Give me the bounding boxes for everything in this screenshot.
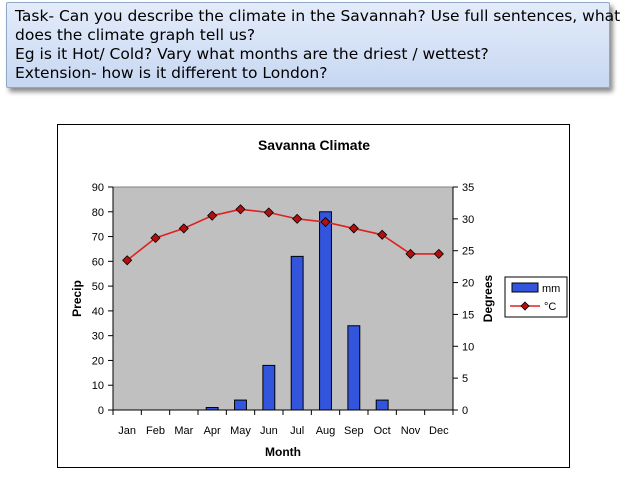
temperature-point: [433, 248, 444, 259]
x-tick-label: Aug: [316, 425, 336, 437]
x-tick-label: Jan: [118, 425, 136, 437]
plot-area: [112, 186, 454, 411]
y-tick-label: 70: [92, 232, 104, 244]
y-tick-label: 90: [92, 182, 104, 194]
task-line-1: Task- Can you describe the climate in th…: [15, 7, 621, 25]
x-tick-label: May: [230, 425, 251, 437]
precip-bar: [347, 325, 361, 411]
x-tick-label: Dec: [429, 425, 449, 437]
temperature-line: [126, 208, 439, 261]
task-line-4: Extension- how is it different to London…: [15, 64, 328, 82]
precip-bar: [290, 255, 304, 411]
y-tick-label: 0: [98, 405, 104, 417]
chart-title: Savanna Climate: [258, 137, 370, 153]
x-axis-label: Month: [265, 445, 301, 459]
temperature-point: [320, 216, 331, 228]
y2-tick-label: 35: [462, 182, 474, 194]
y-tick-label: 40: [92, 306, 104, 318]
x-tick-label: Apr: [204, 425, 221, 437]
temperature-point: [178, 223, 189, 234]
y2-axis-label: Degrees: [481, 275, 495, 323]
y-tick-label: 30: [92, 331, 104, 343]
y-tick-label: 80: [92, 207, 104, 219]
task-line-3: Eg is it Hot/ Cold? Vary what months are…: [15, 45, 489, 63]
precip-bar: [205, 407, 219, 411]
y2-tick-label: 0: [462, 405, 468, 417]
legend-marker-temp: [520, 301, 530, 311]
y2-tick-label: 10: [462, 341, 474, 353]
x-tick-label: Jul: [290, 425, 304, 437]
precip-bar: [319, 211, 332, 411]
task-instructions-box: Task- Can you describe the climate in th…: [6, 2, 621, 88]
temperature-point: [235, 204, 246, 215]
y2-tick-label: 5: [462, 373, 468, 385]
temperature-point: [263, 207, 274, 218]
y-tick-label: 60: [92, 256, 104, 268]
y-tick-label: 10: [92, 380, 104, 392]
y2-tick-label: 20: [462, 278, 474, 290]
legend-label-temp: °C: [544, 301, 556, 313]
y2-tick-label: 25: [462, 246, 474, 258]
x-tick-label: Feb: [146, 425, 165, 437]
task-line-2: does the climate graph tell us?: [15, 26, 256, 44]
temperature-point: [348, 223, 359, 234]
temperature-point: [150, 232, 161, 244]
x-tick-label: Oct: [374, 425, 391, 437]
legend: mm °C: [504, 276, 568, 318]
temperature-point: [292, 213, 303, 224]
x-tick-label: Nov: [401, 425, 421, 437]
temperature-point: [122, 255, 133, 266]
legend-label-mm: mm: [542, 283, 560, 295]
precip-bar: [262, 364, 276, 411]
x-tick-label: Jun: [260, 425, 278, 437]
x-tick-label: Sep: [344, 425, 364, 437]
temperature-point: [207, 210, 218, 221]
y-tick-label: 50: [92, 281, 104, 293]
temperature-point: [405, 248, 416, 259]
precip-bar: [375, 399, 389, 411]
precip-bar: [234, 399, 247, 411]
y2-tick-label: 30: [462, 214, 474, 226]
y2-tick-label: 15: [462, 309, 474, 321]
y-axis-label: Precip: [70, 280, 84, 317]
temperature-point: [377, 229, 388, 240]
legend-swatch-mm: [511, 282, 539, 293]
x-tick-label: Mar: [174, 425, 193, 437]
y-tick-label: 20: [92, 355, 104, 367]
